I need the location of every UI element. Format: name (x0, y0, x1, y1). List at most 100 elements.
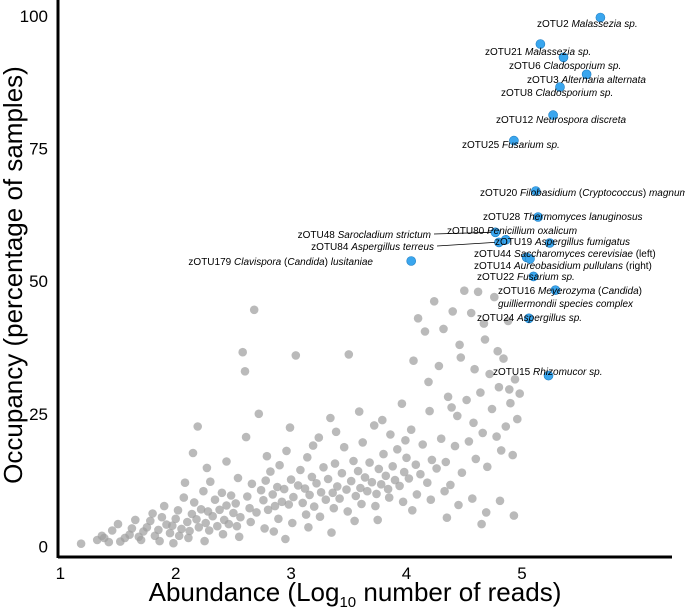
otu-point (157, 512, 167, 522)
otu-point (372, 489, 381, 499)
otu-point (199, 486, 208, 496)
point-label-part: ) (325, 257, 331, 268)
otu-point (478, 428, 488, 438)
point-label-part: ) (643, 188, 649, 199)
highlighted-otu-point (555, 82, 565, 92)
otu-point (468, 494, 477, 503)
x-tick-label: 1 (56, 564, 65, 583)
otu-point (260, 524, 269, 533)
point-label-part: zOTU14 (474, 261, 514, 272)
otu-point (492, 432, 501, 441)
otu-point (241, 432, 251, 442)
otu-point (270, 501, 280, 511)
point-label-part: zOTU48 (298, 230, 338, 241)
otu-point (286, 475, 296, 484)
otu-point (243, 492, 252, 501)
otu-point (171, 514, 180, 524)
point-label-part: Saccharomyces cerevisiae (514, 249, 633, 260)
otu-point (395, 481, 404, 491)
otu-point (344, 350, 354, 359)
point-label-part: ( (281, 257, 288, 268)
otu-point (365, 458, 374, 467)
otu-point (510, 375, 520, 384)
otu-point (350, 516, 359, 526)
point-label-part: Thermomyces lanuginosus (523, 212, 643, 223)
otu-point (208, 511, 217, 521)
otu-point (343, 507, 353, 516)
otu-point (404, 474, 414, 483)
otu-point (424, 377, 433, 387)
otu-point (513, 414, 522, 424)
otu-point (471, 454, 481, 464)
otu-point (226, 491, 236, 500)
otu-point (284, 500, 294, 509)
x-tick-label: 4 (402, 564, 411, 583)
otu-point (154, 525, 163, 535)
otu-point (274, 514, 283, 524)
otu-point (439, 324, 448, 334)
otu-point (496, 446, 506, 455)
otu-point (398, 497, 408, 507)
otu-point (266, 467, 275, 476)
otu-point (357, 499, 366, 509)
point-label: zOTU16 Meyerozyma (Candida) (498, 286, 642, 297)
otu-point (289, 492, 298, 502)
otu-point (277, 497, 287, 507)
y-tick-label: 25 (29, 405, 48, 424)
point-label-part: zOTU25 (462, 140, 502, 151)
otu-point (323, 474, 333, 484)
point-label-part: zOTU15 (493, 367, 533, 378)
point-label: zOTU2 Malassezia sp. (537, 19, 638, 30)
otu-point (165, 528, 175, 538)
otu-point (329, 503, 339, 513)
otu-point (354, 407, 364, 416)
point-label-part: zOTU24 (477, 313, 517, 324)
point-labels-layer: zOTU2 Malassezia sp.zOTU21 Malassezia sp… (188, 19, 685, 378)
otu-point (501, 422, 511, 431)
otu-point (356, 483, 365, 493)
otu-point (490, 292, 499, 302)
point-label: zOTU25 Fusarium sp. (462, 140, 560, 151)
otu-point (312, 479, 321, 488)
otu-point (179, 493, 189, 502)
otu-point (423, 478, 432, 488)
highlighted-otu-point (525, 254, 535, 264)
point-label-part: Cladosporium sp. (543, 61, 621, 72)
otu-point (256, 485, 266, 495)
point-label: zOTU8 Cladosporium sp. (501, 88, 613, 99)
highlighted-otu-point (524, 313, 534, 324)
otu-point (268, 490, 278, 499)
otu-point (281, 534, 290, 544)
otu-point (285, 423, 295, 432)
point-label-part: Fusarium sp. (517, 272, 575, 283)
point-label-part: Cryptococcus (582, 188, 643, 199)
otu-point (386, 430, 395, 439)
point-label: zOTU80 Penicillium oxalicum (447, 226, 577, 237)
otu-point (473, 287, 483, 297)
point-label-part: Aspergillus sp. (516, 313, 582, 324)
otu-point (236, 512, 245, 522)
x-tick-label: 3 (286, 564, 295, 583)
otu-point (447, 403, 456, 412)
point-label-part: zOTU179 (188, 257, 234, 268)
otu-point (173, 506, 183, 515)
point-label-part: zOTU28 (483, 212, 523, 223)
otu-point (454, 500, 463, 510)
otu-point (183, 517, 192, 527)
otu-point (509, 511, 519, 520)
otu-point (127, 524, 137, 533)
otu-point (259, 495, 268, 505)
otu-point (275, 460, 284, 470)
otu-point (210, 495, 220, 505)
point-label-part: guilliermondii species complex (498, 299, 634, 310)
x-axis-title: Abundance (Log10 number of reads) (149, 577, 562, 609)
otu-point (460, 286, 469, 296)
otu-point (131, 515, 140, 525)
point-label-part: zOTU84 (311, 242, 351, 253)
otu-point (201, 518, 210, 528)
otu-point (477, 519, 486, 529)
otu-point (136, 535, 146, 545)
otu-point (316, 488, 326, 497)
point-label-part: ( (595, 286, 602, 297)
otu-point (457, 468, 467, 478)
